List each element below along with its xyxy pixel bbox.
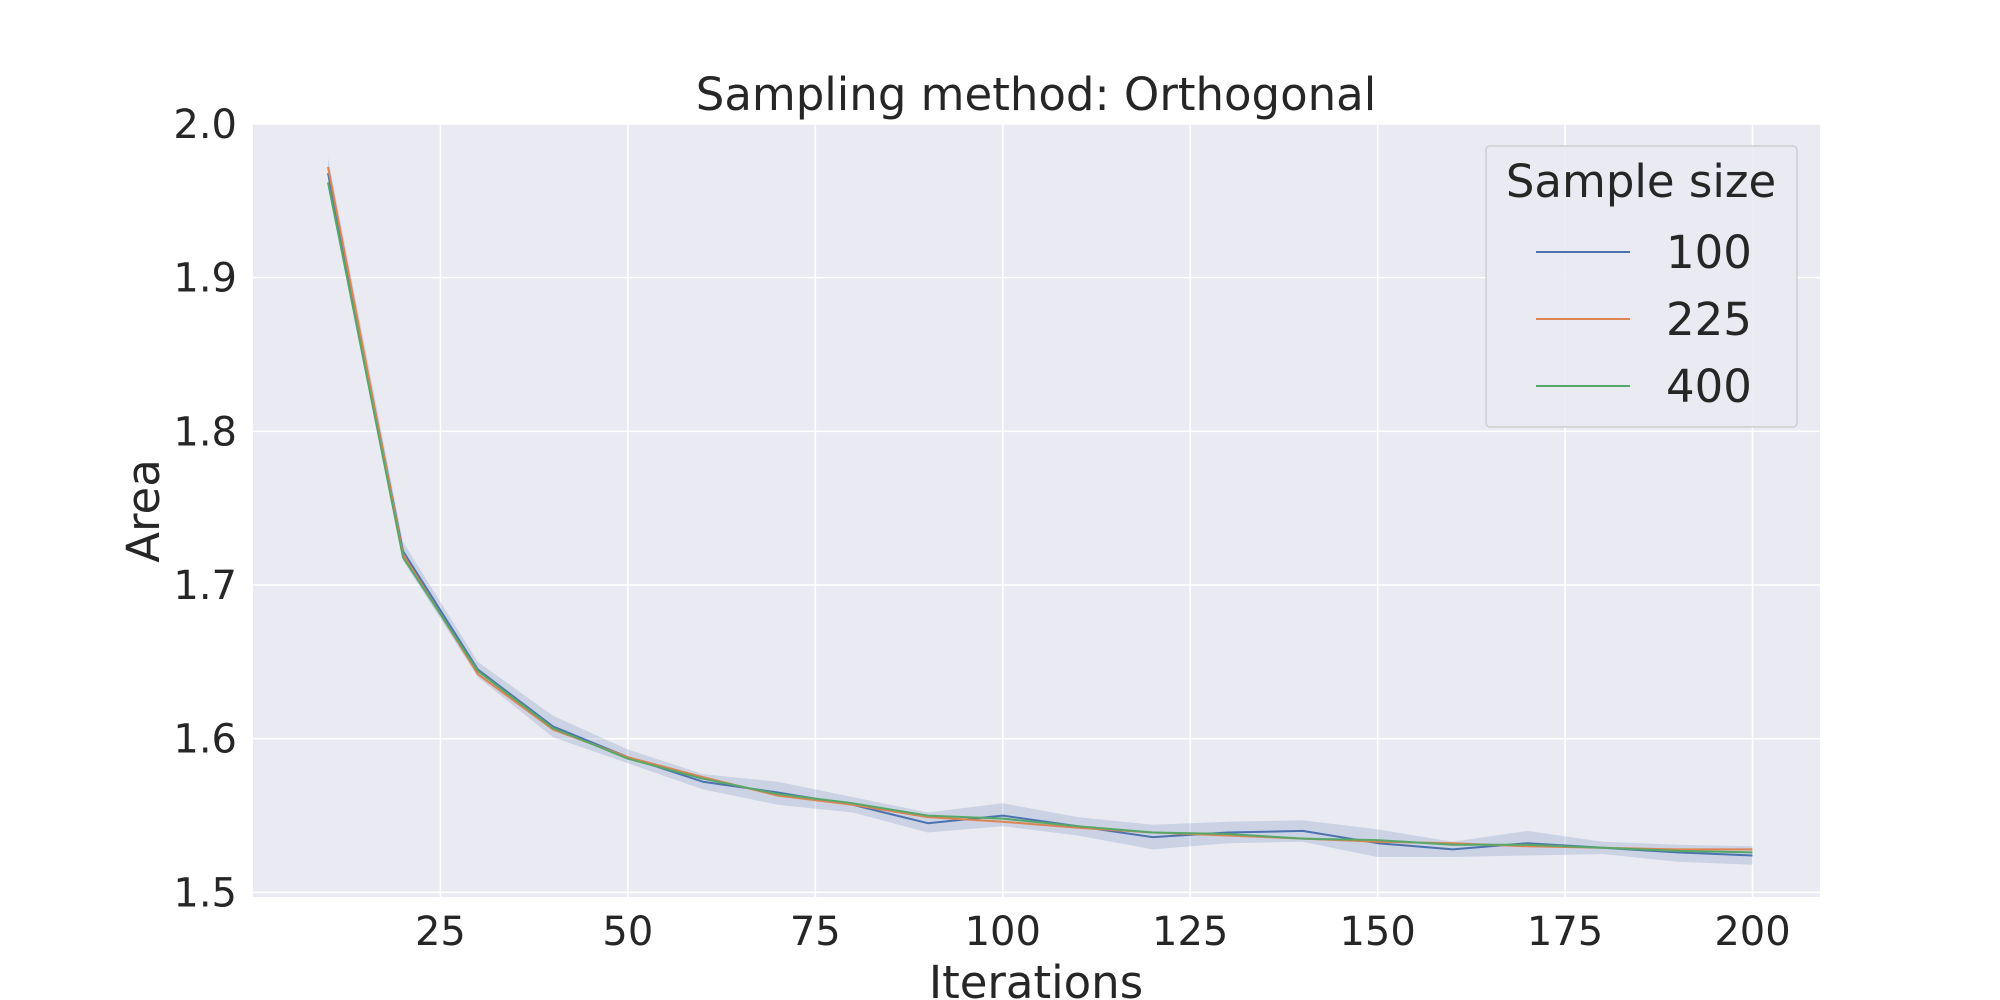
chart-title: Sampling method: Orthogonal [696,68,1377,121]
x-tick-label: 175 [1527,909,1603,955]
legend-items: 100 225 400 [1536,226,1752,413]
series-lines [327,166,1753,857]
x-tick-label: 50 [602,909,653,955]
legend-box [1485,145,1798,428]
legend-label-400: 400 [1666,360,1752,413]
series-line-400 [327,182,1753,854]
y-tick-labels: 1.5 1.6 1.7 1.8 1.9 2.0 [173,102,237,916]
x-tick-label: 150 [1339,909,1415,955]
legend-label-100: 100 [1666,226,1752,279]
y-axis-label: Area [117,459,170,563]
x-tick-label: 75 [790,909,841,955]
x-tick-label: 125 [1152,909,1228,955]
x-tick-label: 200 [1714,909,1790,955]
y-tick-label: 1.6 [173,717,237,763]
legend-label-225: 225 [1666,293,1752,346]
y-tick-label: 1.5 [173,870,237,916]
y-tick-label: 1.8 [173,409,237,455]
legend-title: Sample size [1506,155,1776,208]
x-tick-label: 100 [965,909,1041,955]
y-tick-label: 1.9 [173,256,237,302]
x-tick-labels: 25 50 75 100 125 150 175 200 [415,909,1791,955]
x-tick-label: 25 [415,909,466,955]
y-tick-label: 1.7 [173,563,237,609]
legend: Sample size 100 225 400 [1485,145,1798,428]
x-axis-label: Iterations [929,956,1143,1000]
y-tick-label: 2.0 [173,102,237,148]
